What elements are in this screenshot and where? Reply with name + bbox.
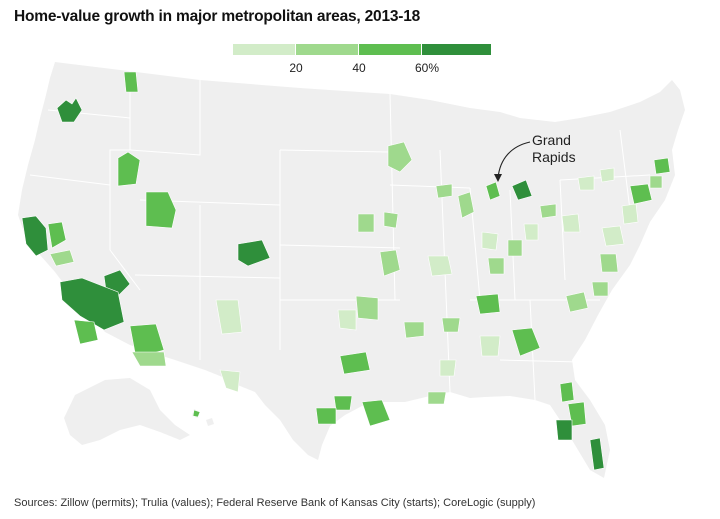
metro-tucson bbox=[131, 351, 167, 367]
border-plains bbox=[279, 149, 391, 153]
metro-nashville bbox=[475, 293, 501, 315]
metro-salt-lake-city bbox=[145, 191, 177, 229]
source-note: Sources: Zillow (permits); Trulia (value… bbox=[14, 497, 536, 509]
callout-arrow-head bbox=[494, 174, 502, 182]
border-nv-az bbox=[109, 249, 141, 291]
metro-miami bbox=[589, 437, 605, 471]
metro-rochester bbox=[599, 167, 615, 183]
metro-phoenix bbox=[129, 323, 165, 359]
legend-bin-40-60 bbox=[359, 44, 421, 55]
metro-oklahoma-city bbox=[355, 295, 379, 321]
metro-chicago bbox=[457, 191, 475, 219]
metro-tulsa bbox=[337, 309, 357, 331]
metro-indianapolis bbox=[481, 231, 499, 251]
metro-buffalo bbox=[577, 175, 595, 191]
metro-boston bbox=[653, 157, 671, 175]
metro-milwaukee bbox=[435, 183, 453, 199]
metro-minneapolis bbox=[387, 141, 413, 173]
metro-tampa bbox=[555, 419, 573, 441]
metro-omaha bbox=[357, 213, 375, 233]
metro-new-york bbox=[629, 183, 653, 205]
metro-cincinnati bbox=[507, 239, 523, 257]
metro-philadelphia bbox=[621, 203, 639, 225]
chart-title: Home-value growth in major metropolitan … bbox=[14, 8, 421, 25]
legend-tick-20: 20 bbox=[289, 61, 303, 75]
metro-detroit bbox=[511, 179, 533, 201]
border-oh-pa bbox=[559, 179, 566, 281]
metro-louisville bbox=[487, 257, 505, 275]
metro-little-rock bbox=[403, 321, 425, 339]
color-legend: 20 40 60% bbox=[233, 44, 493, 80]
metro-san-diego bbox=[73, 319, 99, 345]
metro-bay-area bbox=[21, 215, 49, 257]
metro-des-moines bbox=[383, 211, 399, 229]
metro-los-angeles bbox=[59, 277, 125, 331]
metro-grand-rapids bbox=[485, 181, 501, 201]
metro-fresno bbox=[49, 249, 75, 267]
grand-rapids-callout: Grand Rapids bbox=[532, 132, 576, 166]
border-id-wy bbox=[129, 80, 201, 156]
metro-new-orleans bbox=[427, 391, 447, 405]
metro-jackson bbox=[439, 359, 457, 377]
metro-kansas-city bbox=[379, 249, 401, 277]
border-ks-ok bbox=[279, 244, 401, 249]
metro-honolulu bbox=[192, 409, 201, 418]
metro-sacramento bbox=[47, 221, 67, 249]
land-layer bbox=[18, 62, 685, 478]
contiguous-us-land bbox=[18, 62, 685, 478]
metro-areas bbox=[21, 71, 671, 471]
callout-pointer bbox=[494, 141, 531, 182]
callout-arrow-line bbox=[497, 141, 531, 179]
border-new-england bbox=[619, 129, 631, 211]
metro-houston bbox=[361, 399, 391, 427]
metro-memphis bbox=[441, 317, 461, 333]
legend-tick-60: 60% bbox=[414, 61, 440, 75]
border-west-coast-states bbox=[109, 70, 131, 250]
callout-line-2: Rapids bbox=[532, 149, 576, 165]
border-ut-az bbox=[134, 274, 281, 279]
hawaii-island-2 bbox=[206, 418, 214, 426]
metro-albuquerque bbox=[215, 299, 243, 335]
border-midwest bbox=[389, 184, 471, 189]
legend-bin-60-80 bbox=[422, 44, 491, 55]
metro-el-paso bbox=[219, 369, 241, 393]
metro-jacksonville bbox=[559, 381, 575, 403]
metro-orlando bbox=[567, 401, 587, 427]
metro-washington bbox=[601, 225, 625, 247]
metro-raleigh bbox=[591, 281, 609, 297]
metro-columbus bbox=[523, 223, 539, 241]
alaska-land bbox=[64, 378, 190, 445]
metro-providence bbox=[649, 175, 663, 189]
border-ga-fl bbox=[499, 359, 581, 363]
legend-bin-0-20 bbox=[233, 44, 295, 55]
metro-cleveland bbox=[539, 203, 557, 219]
metro-denver bbox=[237, 239, 271, 267]
border-or-ca bbox=[29, 174, 111, 186]
metro-dallas bbox=[339, 351, 371, 375]
metro-birmingham bbox=[479, 335, 501, 357]
legend-bin-20-40 bbox=[296, 44, 358, 55]
metro-atlanta bbox=[511, 327, 541, 357]
metro-portland bbox=[123, 71, 139, 93]
metro-austin bbox=[333, 395, 353, 411]
metro-richmond bbox=[599, 253, 619, 273]
callout-line-1: Grand bbox=[532, 132, 571, 148]
metro-san-antonio bbox=[315, 407, 337, 425]
legend-tick-40: 40 bbox=[352, 61, 366, 75]
metro-pittsburgh bbox=[561, 213, 581, 233]
metro-charlotte bbox=[565, 291, 589, 313]
metro-seattle bbox=[56, 97, 83, 123]
metro-spokane bbox=[117, 151, 141, 187]
metro-st-louis bbox=[427, 255, 453, 277]
